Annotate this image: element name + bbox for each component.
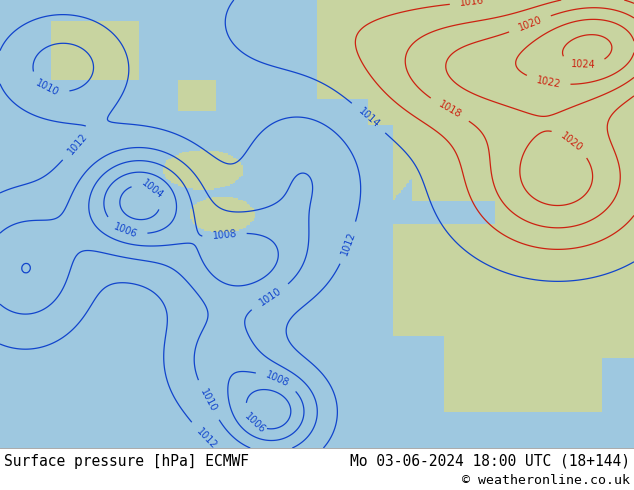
Text: © weatheronline.co.uk: © weatheronline.co.uk xyxy=(462,474,630,487)
Text: 1008: 1008 xyxy=(212,228,237,241)
Text: Surface pressure [hPa] ECMWF: Surface pressure [hPa] ECMWF xyxy=(4,454,249,469)
Text: 1006: 1006 xyxy=(112,221,139,239)
Text: 1018: 1018 xyxy=(437,99,463,120)
Text: 1006: 1006 xyxy=(242,411,267,435)
Text: 1010: 1010 xyxy=(198,387,218,414)
Text: 1012: 1012 xyxy=(340,230,358,256)
Text: 1020: 1020 xyxy=(559,130,584,153)
Text: 1004: 1004 xyxy=(140,178,165,201)
Text: 1014: 1014 xyxy=(356,106,381,130)
Text: 1016: 1016 xyxy=(459,0,484,8)
Text: 1010: 1010 xyxy=(257,286,283,308)
Text: 1010: 1010 xyxy=(34,78,61,98)
Bar xyxy=(0,448,634,490)
Text: 1012: 1012 xyxy=(195,427,219,451)
Text: 1020: 1020 xyxy=(517,15,543,33)
Text: 1012: 1012 xyxy=(66,131,89,156)
Text: Mo 03-06-2024 18:00 UTC (18+144): Mo 03-06-2024 18:00 UTC (18+144) xyxy=(350,454,630,469)
Text: 1008: 1008 xyxy=(264,369,290,389)
Text: 1022: 1022 xyxy=(535,75,561,90)
Text: 1024: 1024 xyxy=(571,59,596,70)
